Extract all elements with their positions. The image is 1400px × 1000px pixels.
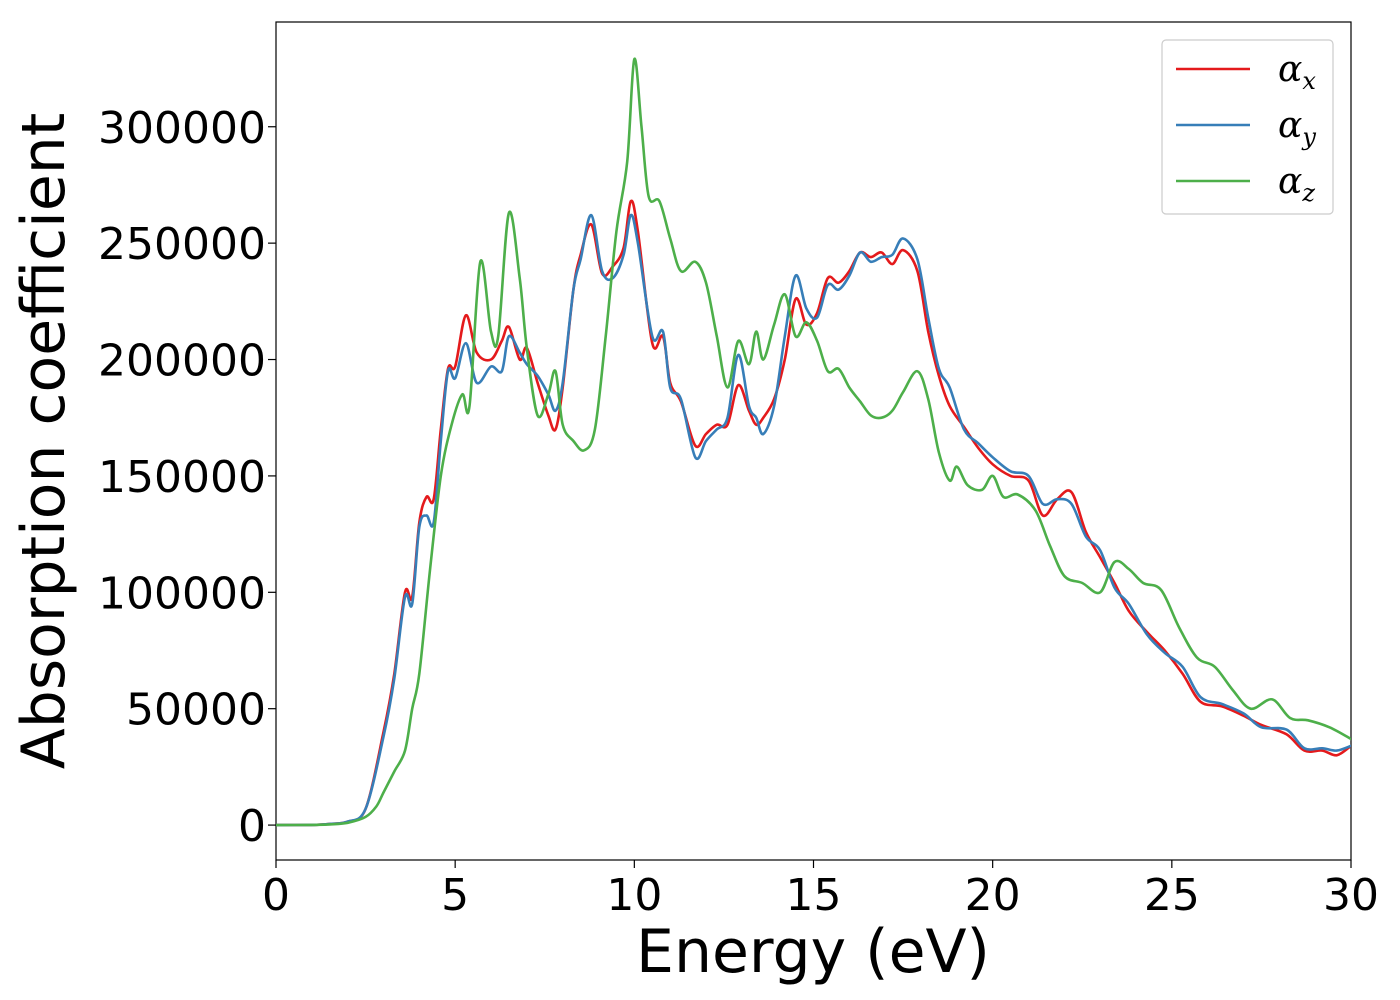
x-tick-label: 20 <box>965 870 1021 921</box>
y-axis: 0 50000 100000 150000 200000 250000 300000 <box>98 103 276 852</box>
series-line-y <box>276 213 1351 827</box>
y-tick-label: 100000 <box>98 568 266 619</box>
legend-label-z: αz <box>1278 161 1315 207</box>
y-tick-label: 50000 <box>126 685 266 736</box>
x-tick-label: 25 <box>1144 870 1200 921</box>
y-tick-label: 150000 <box>98 452 266 503</box>
x-tick-label: 30 <box>1323 870 1379 921</box>
series-layer <box>276 57 1351 827</box>
x-tick-label: 5 <box>441 870 469 921</box>
y-tick-label: 300000 <box>98 103 266 154</box>
legend-label-x: αx <box>1278 49 1316 95</box>
y-tick-label: 0 <box>238 801 266 852</box>
x-axis: 0 5 10 15 20 25 30 <box>262 860 1379 921</box>
x-tick-label: 15 <box>786 870 842 921</box>
x-tick-label: 10 <box>606 870 662 921</box>
y-tick-label: 250000 <box>98 219 266 270</box>
legend-box <box>1161 39 1334 215</box>
series-line-z <box>276 57 1351 827</box>
y-axis-label: Absorption coefficient <box>9 113 79 770</box>
x-axis-label: Energy (eV) <box>636 917 990 987</box>
series-line-x <box>276 199 1351 827</box>
legend-label-y: αy <box>1278 105 1316 151</box>
legend: αx αy αz <box>1161 39 1334 215</box>
x-tick-label: 0 <box>262 870 290 921</box>
y-tick-label: 200000 <box>98 336 266 387</box>
